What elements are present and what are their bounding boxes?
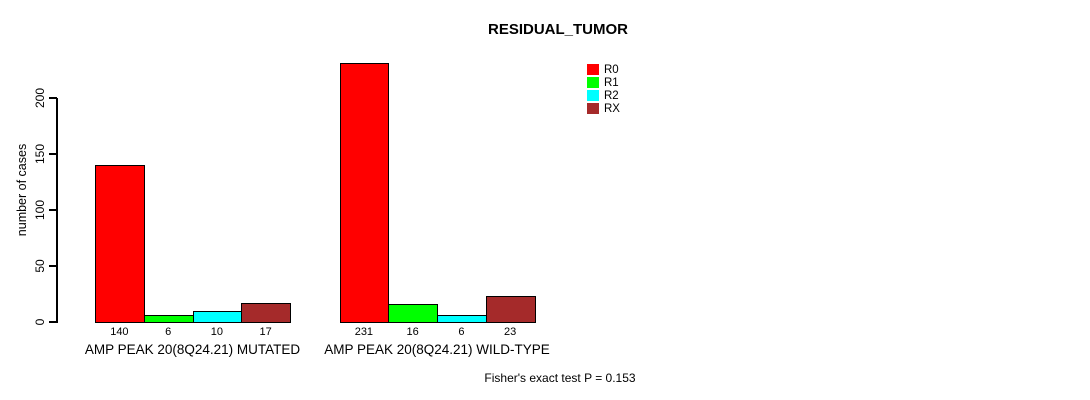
chart-title: RESIDUAL_TUMOR — [487, 21, 629, 38]
y-tick-label: 150 — [33, 143, 47, 165]
bar-r0 — [339, 63, 390, 323]
bar-value-label: 6 — [458, 326, 465, 338]
y-tick-mark — [49, 265, 57, 267]
bar-r0 — [95, 165, 145, 323]
group-label: AMP PEAK 20(8Q24.21) MUTATED — [84, 342, 301, 357]
y-tick-label: 100 — [33, 199, 47, 221]
bar-r2 — [192, 310, 243, 323]
bar-value-label: 6 — [165, 326, 172, 338]
bar-r2 — [437, 315, 487, 323]
y-tick-mark — [49, 209, 57, 211]
bar-rx — [241, 302, 291, 323]
y-tick-mark — [49, 97, 57, 99]
legend-label-r0: R0 — [604, 63, 619, 76]
legend-label-r1: R1 — [604, 76, 619, 89]
y-tick-mark — [49, 321, 57, 323]
bar-r1 — [388, 304, 438, 323]
y-tick-label: 0 — [33, 318, 47, 326]
y-tick-label: 50 — [33, 259, 47, 273]
y-tick-label: 200 — [33, 87, 47, 109]
bar-value-label: 16 — [406, 326, 419, 338]
y-tick-mark — [49, 153, 57, 155]
fisher-test-annotation: Fisher's exact test P = 0.153 — [484, 371, 636, 385]
legend-swatch-rx — [587, 103, 599, 114]
legend-swatch-r1 — [587, 77, 599, 88]
legend-swatch-r2 — [587, 90, 599, 101]
bar-value-label: 140 — [110, 326, 129, 338]
legend-label-r2: R2 — [604, 89, 619, 102]
legend-swatch-r0 — [587, 64, 599, 75]
bar-value-label: 17 — [259, 326, 272, 338]
bar-r1 — [143, 315, 194, 323]
bar-value-label: 10 — [210, 326, 223, 338]
bar-value-label: 231 — [354, 326, 374, 338]
group-label: AMP PEAK 20(8Q24.21) WILD-TYPE — [324, 342, 550, 357]
legend-label-rx: RX — [604, 102, 620, 115]
bar-rx — [485, 296, 536, 323]
bar-value-label: 23 — [504, 326, 517, 338]
